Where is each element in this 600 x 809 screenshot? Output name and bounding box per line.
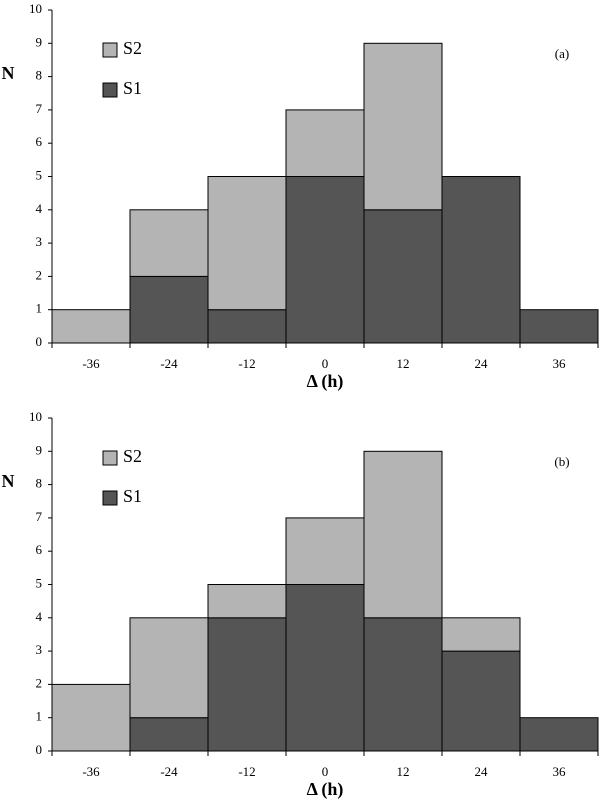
y-tick-label: 8 (36, 476, 43, 491)
bar-segment (51, 309, 131, 344)
y-tick-label: 5 (36, 575, 43, 590)
y-tick-label: 5 (36, 167, 43, 182)
y-axis-label: N (2, 63, 15, 83)
y-tick-label: 2 (36, 675, 43, 690)
x-tick-label: 0 (322, 764, 329, 779)
x-tick-label: 24 (475, 764, 489, 779)
bar-segment (207, 176, 287, 311)
bar-segment (519, 717, 599, 752)
bar-segment (285, 584, 365, 752)
y-tick-label: 8 (36, 68, 43, 83)
y-tick-label: 2 (36, 267, 43, 282)
y-tick-label: 10 (29, 409, 42, 424)
x-tick-label: -36 (82, 764, 100, 779)
x-tick-label: 0 (322, 356, 329, 371)
bar-segment (441, 617, 521, 652)
legend-swatch (102, 42, 118, 58)
y-axis-label: N (2, 471, 15, 491)
bar-segment (363, 42, 443, 211)
bar-segment (129, 209, 209, 277)
x-tick-label: 36 (553, 356, 567, 371)
bar-segment (51, 683, 131, 752)
bar-segment (129, 617, 209, 719)
y-tick-label: 7 (36, 101, 43, 116)
x-tick-label: -12 (238, 764, 255, 779)
bar-segment (129, 717, 209, 752)
bar-segment (207, 309, 287, 344)
bar-segment (363, 617, 443, 752)
y-tick-label: 3 (36, 642, 43, 657)
panel-label: (b) (554, 454, 569, 469)
bar-segment (441, 176, 521, 344)
y-tick-label: 7 (36, 509, 43, 524)
bar-segment (519, 309, 599, 344)
bar-segment (285, 109, 365, 177)
x-tick-label: -36 (82, 356, 100, 371)
x-tick-label: -24 (160, 356, 178, 371)
bar-segment (363, 450, 443, 619)
x-axis-label: Δ (h) (307, 371, 344, 392)
bar-segment (285, 517, 365, 586)
y-tick-label: 9 (36, 34, 43, 49)
y-tick-label: 3 (36, 234, 43, 249)
legend-label: S1 (123, 78, 142, 98)
y-tick-label: 9 (36, 442, 43, 457)
y-tick-label: 1 (36, 709, 43, 724)
y-tick-label: 6 (36, 542, 43, 557)
bar-segment (441, 650, 521, 752)
y-tick-label: 0 (36, 334, 43, 349)
bar-segment (285, 176, 365, 344)
legend-label: S1 (123, 486, 142, 506)
bar-segment (207, 617, 287, 752)
y-tick-label: 4 (36, 609, 43, 624)
x-tick-label: -24 (160, 764, 178, 779)
bar-segment (129, 275, 209, 344)
bar-segment (207, 584, 287, 619)
y-tick-label: 1 (36, 301, 43, 316)
legend-swatch (102, 450, 118, 466)
legend-label: S2 (123, 446, 142, 466)
bar-segment (363, 209, 443, 344)
panel-label: (a) (555, 46, 569, 61)
legend-label: S2 (123, 38, 142, 58)
y-tick-label: 4 (36, 201, 43, 216)
legend-swatch (102, 82, 118, 98)
y-tick-label: 10 (29, 1, 42, 16)
legend-swatch (102, 490, 118, 506)
y-tick-label: 0 (36, 742, 43, 757)
x-tick-label: 24 (475, 356, 489, 371)
x-tick-label: 36 (553, 764, 567, 779)
x-axis-label: Δ (h) (307, 779, 344, 800)
x-tick-label: 12 (397, 764, 410, 779)
x-tick-label: 12 (397, 356, 410, 371)
y-tick-label: 6 (36, 134, 43, 149)
x-tick-label: -12 (238, 356, 255, 371)
